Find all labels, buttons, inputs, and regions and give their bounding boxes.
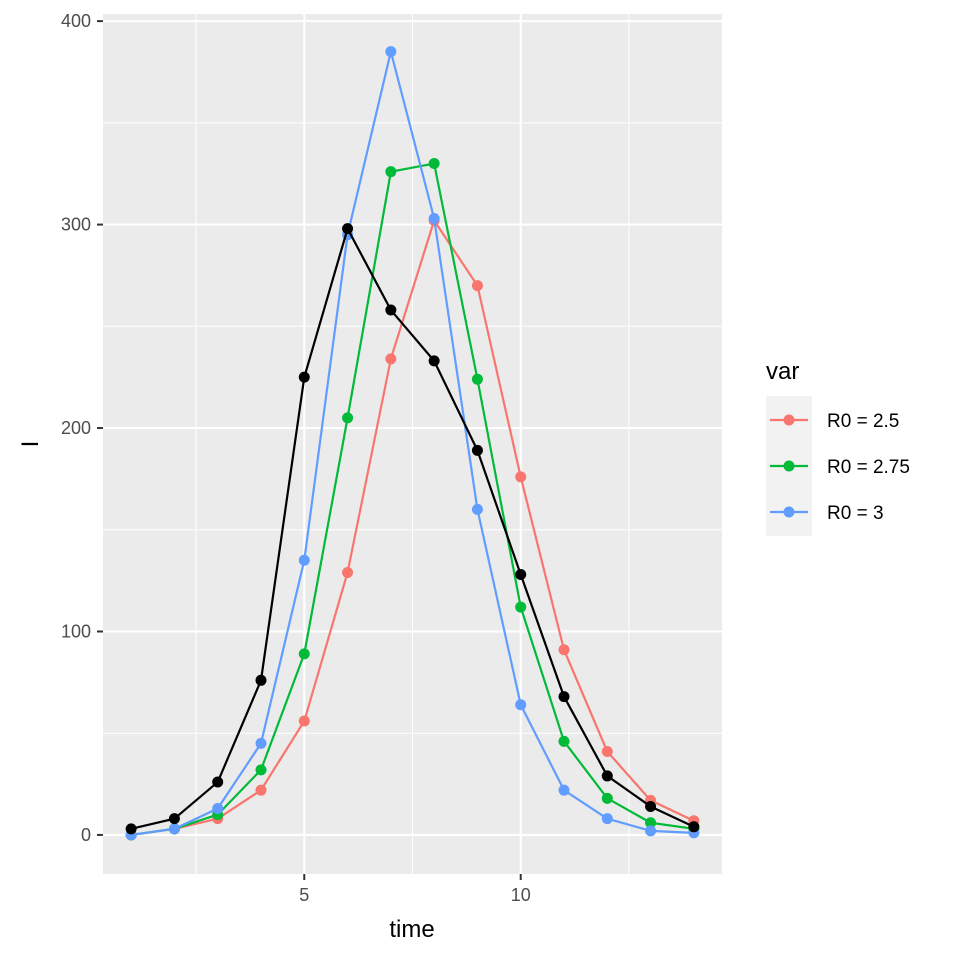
y-tick-label: 300 [61, 215, 91, 235]
legend-key-point [783, 414, 795, 426]
series-layer [125, 46, 700, 841]
x-axis-title: time [389, 916, 434, 943]
data-point [601, 746, 613, 758]
x-tick-label: 5 [299, 885, 309, 905]
data-point [255, 737, 267, 749]
legend-item: R0 = 2.75 [770, 457, 910, 478]
data-point [342, 566, 354, 578]
data-point [255, 784, 267, 796]
data-point [385, 46, 397, 58]
data-point [601, 770, 613, 782]
data-point [255, 764, 267, 776]
data-point [515, 699, 527, 711]
data-point [601, 792, 613, 804]
data-point [558, 735, 570, 747]
legend-item: R0 = 3 [770, 503, 884, 524]
data-point [385, 304, 397, 316]
data-point [688, 821, 700, 833]
y-tick-label: 400 [61, 11, 91, 31]
data-point [298, 648, 310, 660]
series-line-r0-2-75 [130, 162, 695, 837]
y-tick-label: 200 [61, 418, 91, 438]
legend-label: R0 = 2.5 [827, 411, 899, 432]
y-axis-title: I [17, 441, 44, 448]
data-point [298, 554, 310, 566]
data-point [428, 158, 440, 170]
data-point [298, 715, 310, 727]
data-point [515, 601, 527, 613]
x-tick-label: 10 [511, 885, 531, 905]
data-point [212, 802, 224, 814]
legend-label: R0 = 3 [827, 503, 884, 524]
data-point [515, 471, 527, 483]
axis-ticks [97, 20, 522, 880]
y-tick-label: 0 [81, 825, 91, 845]
data-point [601, 813, 613, 825]
series-line-r0-3 [130, 50, 694, 837]
data-point [385, 166, 397, 178]
legend-title: var [766, 358, 799, 385]
data-point [342, 223, 354, 235]
data-point [471, 503, 483, 515]
data-point [168, 813, 180, 825]
legend-label: R0 = 2.75 [827, 457, 910, 478]
data-point [558, 644, 570, 656]
y-tick-label: 100 [61, 621, 91, 641]
data-point [558, 691, 570, 703]
series-line-series-4 [130, 227, 695, 830]
legend: var R0 = 2.5 R0 = 2.75 R0 = 3 [766, 358, 910, 536]
data-point [428, 355, 440, 367]
data-point [428, 212, 440, 224]
series-series-4 [125, 223, 700, 835]
data-point [558, 784, 570, 796]
data-point [471, 444, 483, 456]
legend-key-point [783, 460, 795, 472]
data-point [255, 674, 267, 686]
data-point [645, 800, 657, 812]
data-point [212, 776, 224, 788]
data-point [515, 569, 527, 581]
data-point [645, 825, 657, 837]
data-point [298, 371, 310, 383]
series-line-r0-2-5 [130, 219, 695, 837]
minor-gridlines [103, 14, 722, 874]
data-point [342, 412, 354, 424]
data-point [385, 353, 397, 365]
data-point [471, 280, 483, 292]
data-point [168, 823, 180, 835]
legend-item: R0 = 2.5 [770, 411, 899, 432]
legend-key-point [783, 506, 795, 518]
data-point [125, 823, 137, 835]
data-point [645, 817, 657, 829]
data-point [471, 373, 483, 385]
major-gridlines [103, 14, 722, 874]
